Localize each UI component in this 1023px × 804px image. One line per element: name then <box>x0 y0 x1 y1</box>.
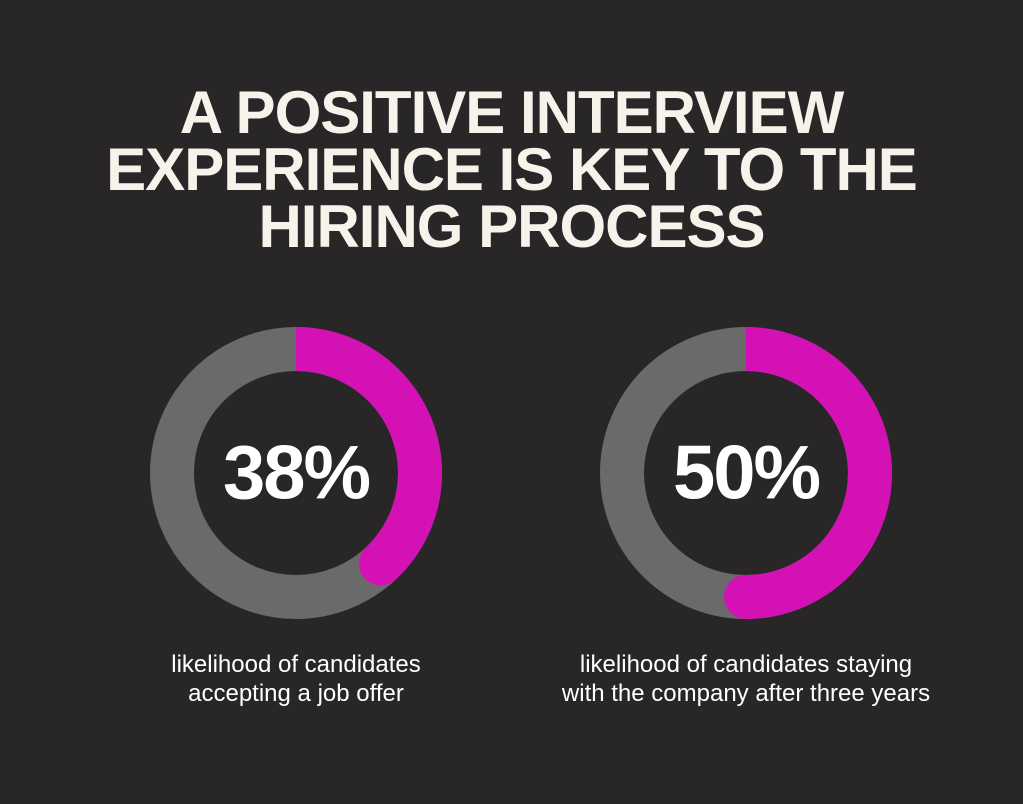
donut-arc <box>295 327 442 580</box>
caption: likelihood of candidates accepting a job… <box>171 651 421 707</box>
value-label: 50% <box>673 431 820 516</box>
value-label: 38% <box>223 431 370 516</box>
donut-arc-cap <box>724 575 768 619</box>
donut-arc-cap <box>358 541 403 586</box>
caption: likelihood of candidates staying with th… <box>561 651 931 707</box>
donut-arc <box>745 327 892 619</box>
title: A POSITIVE INTERVIEW EXPERIENCE IS KEY T… <box>106 79 918 260</box>
